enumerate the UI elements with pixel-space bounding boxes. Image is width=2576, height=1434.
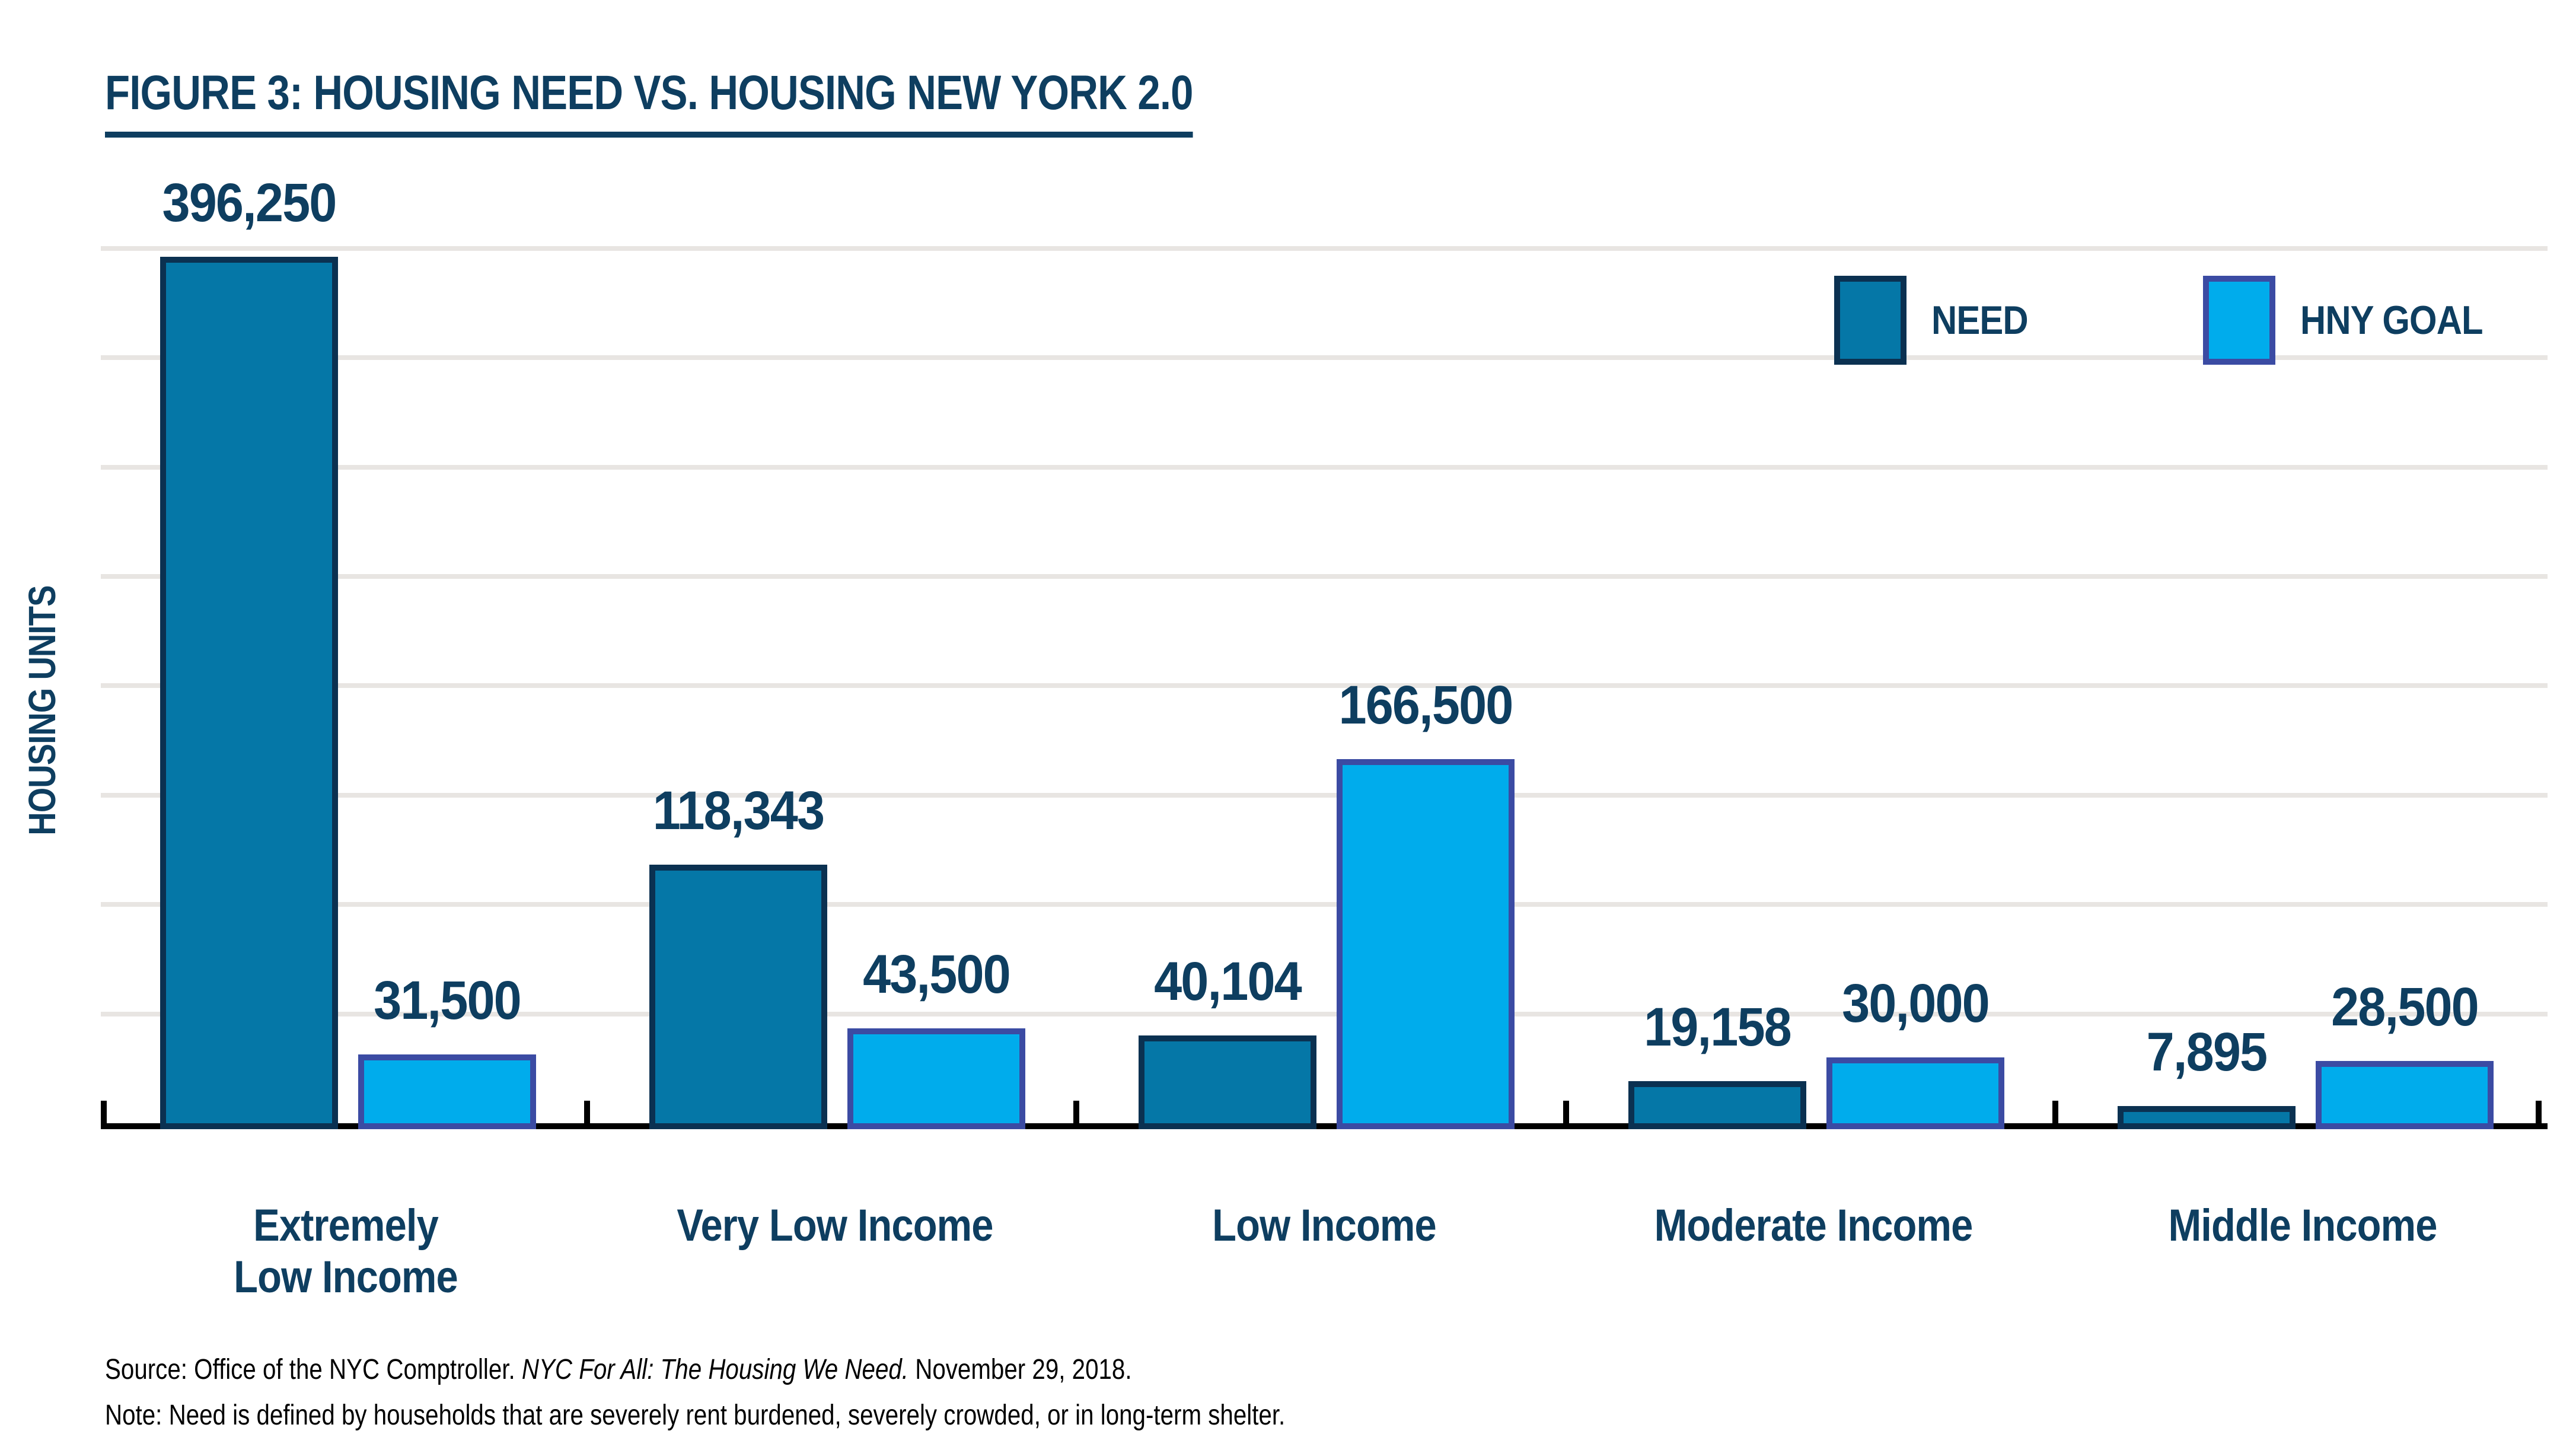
value-text: 43,500 xyxy=(863,944,1011,1005)
x-axis-tick xyxy=(2536,1101,2542,1129)
value-text: 166,500 xyxy=(1338,675,1514,735)
y-axis-label-text: HOUSING UNITS xyxy=(21,585,63,836)
gridline-50000 xyxy=(101,1011,2548,1016)
gridline-400000 xyxy=(101,246,2548,251)
x-axis-tick xyxy=(584,1101,591,1129)
x-axis-tick xyxy=(1073,1101,1080,1129)
x-axis-tick xyxy=(101,1101,107,1129)
value-text: 396,250 xyxy=(162,173,337,233)
x-axis-tick xyxy=(1563,1101,1569,1129)
legend-item-need: NEED xyxy=(1834,276,2041,365)
need-value-label-moderate-income: 19,158 xyxy=(1528,996,1907,1059)
source-suffix: November 29, 2018. xyxy=(908,1354,1132,1385)
value-text: 31,500 xyxy=(374,970,522,1031)
source-citation: NYC For All: The Housing We Need. xyxy=(521,1354,908,1385)
value-text: 19,158 xyxy=(1643,997,1792,1057)
hny-goal-value-label-moderate-income: 30,000 xyxy=(1726,973,2105,1035)
category-text: Low Income xyxy=(1212,1200,1437,1251)
need-value-label-low-income: 40,104 xyxy=(1038,951,1417,1013)
category-label-low-income: Low Income xyxy=(1057,1200,1591,1252)
hny-goal-bar-very-low-income xyxy=(847,1028,1026,1129)
category-text: Very Low Income xyxy=(677,1200,993,1251)
need-bar-low-income xyxy=(1139,1035,1317,1129)
hny-goal-value-label-low-income: 166,500 xyxy=(1236,674,1615,737)
x-axis-tick xyxy=(2052,1101,2058,1129)
value-text: 118,343 xyxy=(652,780,825,841)
need-bar-extremely-low-income xyxy=(160,257,338,1129)
category-text: Moderate Income xyxy=(1654,1200,1974,1251)
source-line: Source: Office of the NYC Comptroller. N… xyxy=(105,1353,1285,1386)
hny-goal-value-label-very-low-income: 43,500 xyxy=(747,944,1126,1006)
x-axis-line xyxy=(101,1123,2548,1129)
category-label-moderate-income: Moderate Income xyxy=(1547,1200,2080,1252)
hny-goal-bar-low-income xyxy=(1337,759,1515,1129)
hny-goal-value-label-extremely-low-income: 31,500 xyxy=(257,970,637,1032)
category-label-extremely-low-income: Extremely Low Income xyxy=(79,1200,613,1303)
category-label-very-low-income: Very Low Income xyxy=(568,1200,1102,1252)
value-text: 7,895 xyxy=(2146,1022,2267,1082)
value-text: 30,000 xyxy=(1841,973,1990,1034)
legend-label-need: NEED xyxy=(1931,298,2029,343)
category-text: Extremely Low Income xyxy=(233,1200,458,1302)
need-bar-middle-income xyxy=(2117,1106,2296,1129)
gridline-150000 xyxy=(101,792,2548,798)
source-prefix: Source: Office of the NYC Comptroller. xyxy=(105,1354,522,1385)
hny-goal-bar-middle-income xyxy=(2315,1061,2494,1129)
plot-area: NEED HNY GOAL 396,250 31,500 Extremely Low… xyxy=(101,173,2548,1302)
hny-goal-value-label-middle-income: 28,500 xyxy=(2215,976,2576,1038)
gridline-300000 xyxy=(101,464,2548,470)
gridline-200000 xyxy=(101,683,2548,689)
value-text: 28,500 xyxy=(2330,977,2479,1037)
need-value-label-middle-income: 7,895 xyxy=(2017,1021,2396,1084)
need-bar-very-low-income xyxy=(649,865,828,1129)
legend-label-hny-goal: HNY GOAL xyxy=(2300,298,2483,343)
value-text: 40,104 xyxy=(1154,951,1302,1012)
gridline-250000 xyxy=(101,574,2548,579)
hny-goal-swatch-icon xyxy=(2203,276,2275,365)
hny-goal-bar-moderate-income xyxy=(1826,1057,2004,1129)
legend: NEED HNY GOAL xyxy=(101,276,2548,365)
need-value-label-extremely-low-income: 396,250 xyxy=(59,172,439,234)
need-swatch-icon xyxy=(1834,276,1907,365)
figure-title: FIGURE 3: HOUSING NEED VS. HOUSING NEW Y… xyxy=(105,65,1193,138)
legend-item-hny-goal: HNY GOAL xyxy=(2203,276,2508,365)
hny-goal-bar-extremely-low-income xyxy=(358,1054,536,1129)
note-line: Note: Need is defined by households that… xyxy=(105,1400,1286,1431)
need-value-label-very-low-income: 118,343 xyxy=(549,780,928,842)
category-text: Middle Income xyxy=(2168,1200,2438,1251)
gridline-350000 xyxy=(101,355,2548,361)
category-label-middle-income: Middle Income xyxy=(2036,1200,2569,1252)
gridline-100000 xyxy=(101,902,2548,907)
need-bar-moderate-income xyxy=(1628,1081,1806,1129)
footer-notes: Source: Office of the NYC Comptroller. N… xyxy=(105,1353,1510,1434)
y-axis-label: HOUSING UNITS xyxy=(20,550,68,871)
figure-title-wrap: FIGURE 3: HOUSING NEED VS. HOUSING NEW Y… xyxy=(105,65,1400,138)
